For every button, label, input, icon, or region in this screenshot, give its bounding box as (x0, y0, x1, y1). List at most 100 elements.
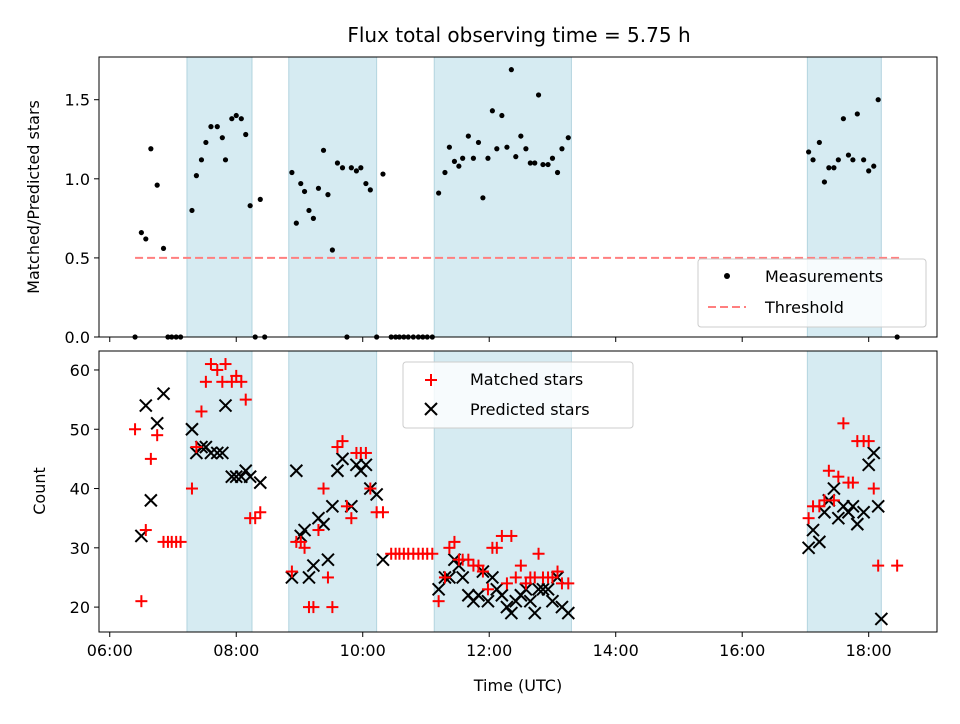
measurement-point (339, 165, 346, 171)
predicted-star-point (369, 487, 384, 502)
measurement-point (532, 160, 538, 166)
predicted-star-point (215, 446, 230, 460)
predicted-star-point (139, 398, 153, 413)
measurement-point (470, 155, 477, 161)
matched-star-point (219, 358, 232, 371)
predicted-star-point (827, 481, 841, 496)
measurement-point (565, 135, 571, 141)
measurement-point (367, 187, 373, 193)
matched-star-point (443, 541, 456, 554)
predicted-star-point (316, 517, 331, 531)
bottom-observing-windows (186, 350, 882, 633)
x-tick-label: 08:00 (213, 641, 259, 660)
matched-star-point (872, 559, 885, 572)
top-axes-frame (98, 56, 938, 338)
matched-star-point (151, 429, 164, 442)
predicted-star-point (210, 446, 224, 460)
bottom-y-tick-label: 30 (70, 539, 90, 558)
legend-predicted-label: Predicted stars (470, 400, 590, 419)
measurement-point (203, 139, 209, 146)
predicted-star-point (846, 499, 860, 514)
measurement-point (508, 67, 514, 73)
measurement-point (229, 116, 235, 122)
top-y-tick-label: 1.0 (65, 170, 90, 189)
top-legend-box (697, 258, 927, 328)
matched-star-point (462, 553, 475, 566)
measurement-point (353, 168, 360, 174)
bottom-y-tick-label: 20 (70, 598, 90, 617)
measurement-point (835, 157, 841, 163)
measurement-point (436, 190, 442, 196)
measurement-point (826, 165, 832, 171)
measurement-point (446, 144, 452, 150)
top-y-tick-label: 1.5 (65, 91, 90, 110)
matched-star-point (509, 571, 522, 584)
matched-star-point (185, 482, 198, 495)
x-tick-label: 10:00 (340, 641, 386, 660)
matched-star-point (862, 435, 875, 448)
x-tick-label: 12:00 (466, 641, 512, 660)
predicted-star-point (850, 517, 865, 531)
measurement-point (247, 203, 253, 209)
predicted-star-point (504, 606, 519, 620)
predicted-star-point (229, 469, 243, 484)
x-tick-label: 16:00 (719, 641, 765, 660)
predicted-star-point (528, 606, 542, 620)
legend-predicted-marker (424, 402, 438, 416)
bottom-legend: Matched stars Predicted stars (402, 361, 634, 429)
measurement-point (806, 149, 812, 155)
matched-star-point (867, 482, 880, 495)
measurement-point (310, 215, 317, 221)
measurement-point (348, 165, 354, 171)
x-axis: 06:00 08:00 10:00 12:00 14:00 16:00 18:00 (87, 632, 892, 660)
matched-star-point (832, 470, 845, 483)
predicted-star-point (801, 541, 816, 555)
bottom-y-label: Count (30, 467, 49, 515)
measurement-point (850, 157, 856, 163)
predicted-star-point (306, 558, 321, 573)
measurement-point (233, 112, 239, 119)
measurement-point (861, 157, 867, 163)
predicted-star-point (335, 452, 350, 466)
predicted-star-point (376, 552, 390, 567)
matched-star-point (135, 595, 148, 608)
top-panel: 0.0 0.5 1.0 1.5 Matched/Predicted stars Mea… (24, 56, 938, 347)
measurement-point (518, 133, 524, 139)
predicted-star-point (349, 458, 364, 472)
measurement-point (193, 173, 199, 179)
bottom-y-tick-label: 50 (70, 420, 90, 439)
predicted-star-point (243, 469, 257, 484)
matched-star-point (254, 506, 267, 519)
matched-star-point (190, 441, 203, 454)
chart-title: Flux total observing time = 5.75 h (347, 23, 690, 47)
predicted-star-point (218, 398, 233, 413)
measurement-point (148, 146, 154, 152)
predicted-star-point (156, 386, 171, 401)
measurement-point (160, 245, 167, 252)
matched-star-point (230, 369, 243, 382)
predicted-star-point (321, 552, 335, 567)
predicted-star-point (531, 582, 546, 597)
matched-star-point (340, 500, 353, 513)
predicted-star-point (561, 606, 575, 620)
matched-star-point (448, 535, 461, 548)
predicted-star-point (204, 446, 218, 460)
predicted-star-point (359, 458, 373, 472)
top-legend: Measurements Threshold (697, 258, 927, 328)
matched-star-point (505, 529, 518, 542)
measurement-point (840, 116, 846, 122)
matched-star-point (326, 601, 339, 614)
x-tick-label: 18:00 (846, 641, 892, 660)
measurement-point (289, 169, 295, 176)
matched-star-point (822, 464, 835, 477)
predicted-star-point (471, 588, 486, 602)
predicted-star-point (325, 499, 340, 514)
measurement-point (475, 139, 482, 146)
matched-star-point (364, 482, 377, 495)
measurement-point (465, 133, 471, 139)
measurement-point (875, 97, 881, 103)
matched-star-point (432, 595, 445, 608)
matched-star-point (514, 559, 527, 572)
measurement-point (358, 165, 364, 171)
measurement-point (238, 116, 244, 122)
